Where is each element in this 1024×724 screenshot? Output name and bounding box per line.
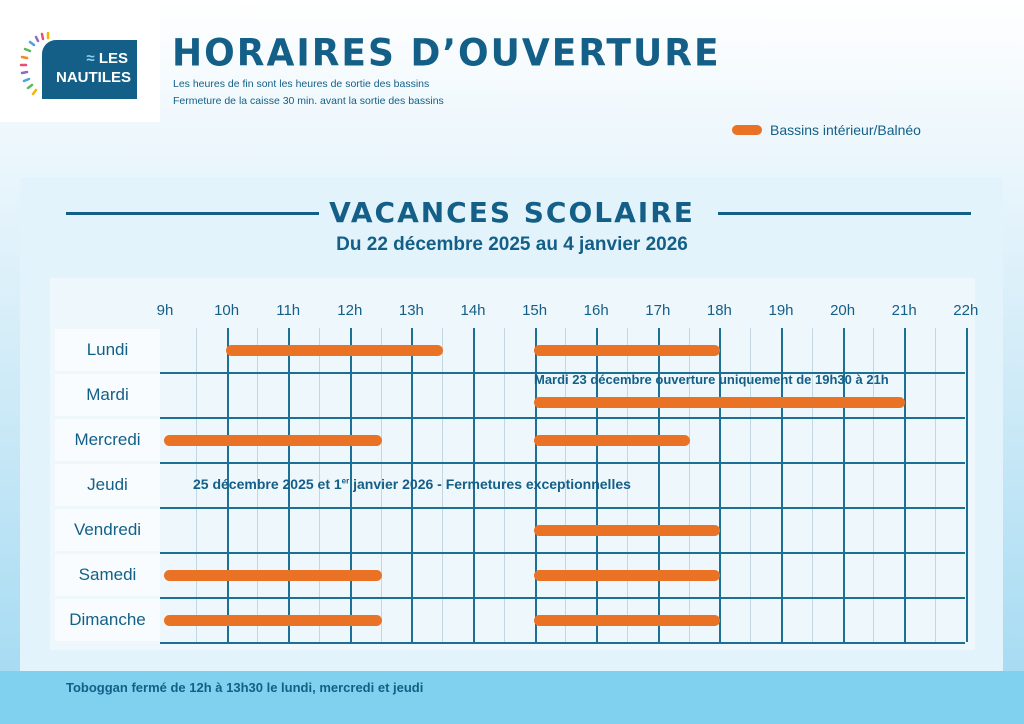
- hour-gridline: [719, 328, 722, 642]
- hour-label: 13h: [398, 302, 424, 319]
- day-label: Lundi: [55, 329, 160, 371]
- logo-text-2: NAUTILES: [56, 69, 131, 86]
- hour-gridline: [904, 328, 907, 642]
- legend-label: Bassins intérieur/Balnéo: [770, 122, 921, 138]
- schedule-grid: [50, 278, 975, 650]
- hour-label: 15h: [522, 302, 548, 319]
- half-hour-gridline: [565, 328, 567, 642]
- jeudi-note-sup: er: [341, 476, 350, 486]
- row-divider: [160, 417, 965, 419]
- hour-label: 17h: [645, 302, 671, 319]
- opening-bar: [533, 435, 690, 446]
- hour-gridline: [411, 328, 414, 642]
- day-label: Jeudi: [55, 464, 160, 506]
- hour-gridline: [473, 328, 475, 642]
- half-hour-gridline: [195, 328, 197, 642]
- hour-label: 22h: [953, 302, 979, 319]
- logo: ≈ LES NAUTILES: [0, 0, 160, 122]
- hour-label: 19h: [768, 302, 794, 319]
- half-hour-gridline: [503, 328, 505, 642]
- swimmer-icon: ≈: [86, 50, 95, 67]
- hour-label: 11h: [276, 302, 301, 319]
- section-dates: Du 22 décembre 2025 au 4 janvier 2026: [336, 234, 688, 255]
- row-divider: [160, 507, 965, 509]
- half-hour-gridline: [873, 328, 875, 642]
- divider-left: [66, 212, 319, 215]
- hour-gridline: [781, 328, 783, 642]
- legend: Bassins intérieur/Balnéo: [732, 122, 921, 138]
- bottom-band: [0, 671, 1024, 724]
- subtitle-1: Les heures de fin sont les heures de sor…: [173, 78, 430, 90]
- day-label: Mercredi: [55, 419, 160, 461]
- sun-rays-icon: [19, 31, 50, 96]
- opening-bar: [533, 345, 721, 356]
- row-divider: [160, 552, 965, 554]
- hour-gridline: [349, 328, 352, 642]
- section-title: VACANCES SCOLAIRE: [329, 196, 695, 229]
- jeudi-note-text: 25 décembre 2025 et 1: [193, 476, 342, 492]
- day-label: Mardi: [55, 374, 160, 416]
- logo-text-1: LES: [98, 50, 128, 67]
- page-title: HORAIRES D’OUVERTURE: [172, 31, 721, 76]
- half-hour-gridline: [627, 328, 628, 642]
- hour-label: 20h: [830, 302, 856, 319]
- mardi-note: Mardi 23 décembre ouverture uniquement d…: [534, 372, 889, 387]
- opening-bar: [164, 570, 382, 581]
- hour-gridline: [226, 328, 229, 642]
- hour-label: 16h: [583, 302, 609, 319]
- row-divider: [160, 462, 965, 464]
- hour-gridline: [596, 328, 599, 642]
- hour-label: 9h: [156, 302, 174, 319]
- opening-bar: [533, 570, 721, 581]
- opening-bar: [164, 615, 382, 626]
- opening-bar: [533, 525, 721, 536]
- half-hour-gridline: [811, 328, 813, 642]
- row-divider: [160, 372, 965, 374]
- row-divider: [160, 642, 965, 644]
- hour-gridline: [534, 328, 537, 642]
- half-hour-gridline: [935, 328, 936, 642]
- hour-label: 12h: [337, 302, 363, 319]
- hour-gridline: [842, 328, 845, 642]
- half-hour-gridline: [380, 328, 382, 642]
- hour-gridline: [657, 328, 660, 642]
- day-label: Samedi: [55, 554, 160, 596]
- half-hour-gridline: [319, 328, 320, 642]
- half-hour-gridline: [442, 328, 444, 642]
- hour-label: 21h: [891, 302, 917, 319]
- subtitle-2: Fermeture de la caisse 30 min. avant la …: [173, 95, 444, 107]
- day-label: Dimanche: [55, 599, 160, 641]
- jeudi-note: 25 décembre 2025 et 1er janvier 2026 - F…: [193, 476, 631, 492]
- jeudi-note-text-2: janvier 2026 - Fermetures exceptionnelle…: [349, 476, 631, 492]
- opening-bar: [533, 397, 906, 408]
- opening-bar: [164, 435, 382, 446]
- row-divider: [160, 597, 965, 599]
- opening-bar: [225, 345, 444, 356]
- divider-right: [718, 212, 971, 215]
- logo-badge: ≈ LES NAUTILES: [42, 40, 137, 99]
- hour-label: 14h: [460, 302, 486, 319]
- half-hour-gridline: [688, 328, 690, 642]
- day-label: Vendredi: [55, 509, 160, 551]
- hour-label: 18h: [706, 302, 732, 319]
- half-hour-gridline: [257, 328, 259, 642]
- legend-swatch: [732, 125, 762, 135]
- half-hour-gridline: [750, 328, 752, 642]
- opening-bar: [533, 615, 721, 626]
- hour-gridline: [288, 328, 291, 642]
- hour-gridline: [965, 328, 968, 642]
- footer-note: Toboggan fermé de 12h à 13h30 le lundi, …: [66, 680, 424, 695]
- hour-label: 10h: [214, 302, 240, 319]
